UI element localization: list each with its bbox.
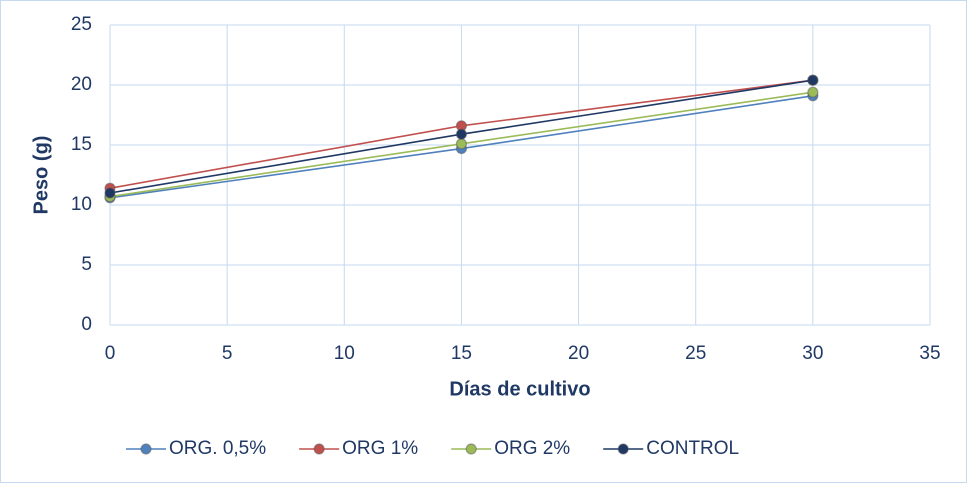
x-tick-label: 0 (105, 343, 116, 364)
legend-label: CONTROL (646, 438, 739, 459)
point (455, 138, 468, 150)
legend-marker (617, 443, 629, 455)
x-tick-label: 30 (802, 343, 823, 364)
y-tick-label: 25 (71, 14, 92, 35)
x-tick-label: 20 (568, 343, 589, 364)
legend-marker (313, 443, 325, 455)
legend-marker (465, 443, 477, 455)
legend-label: ORG 1% (342, 438, 418, 459)
y-tick-label: 15 (71, 134, 92, 155)
x-tick-label: 25 (685, 343, 706, 364)
x-tick-label: 5 (222, 343, 233, 364)
point (807, 74, 819, 86)
x-tick-label: 35 (919, 343, 940, 364)
legend-label: ORG. 0,5% (169, 438, 266, 459)
y-tick-label: 0 (81, 314, 92, 335)
y-tick-label: 10 (71, 194, 92, 215)
x-tick-label: 10 (334, 343, 355, 364)
y-tick-label: 5 (81, 254, 92, 275)
point (807, 86, 819, 98)
point (455, 128, 468, 140)
legend-marker (140, 443, 152, 455)
x-axis-title: Días de cultivo (449, 378, 590, 400)
x-tick-label: 15 (451, 343, 472, 364)
point (104, 187, 116, 199)
y-axis-title: Peso (g) (30, 136, 52, 215)
y-tick-label: 20 (71, 74, 92, 95)
legend-label: ORG 2% (494, 438, 570, 459)
